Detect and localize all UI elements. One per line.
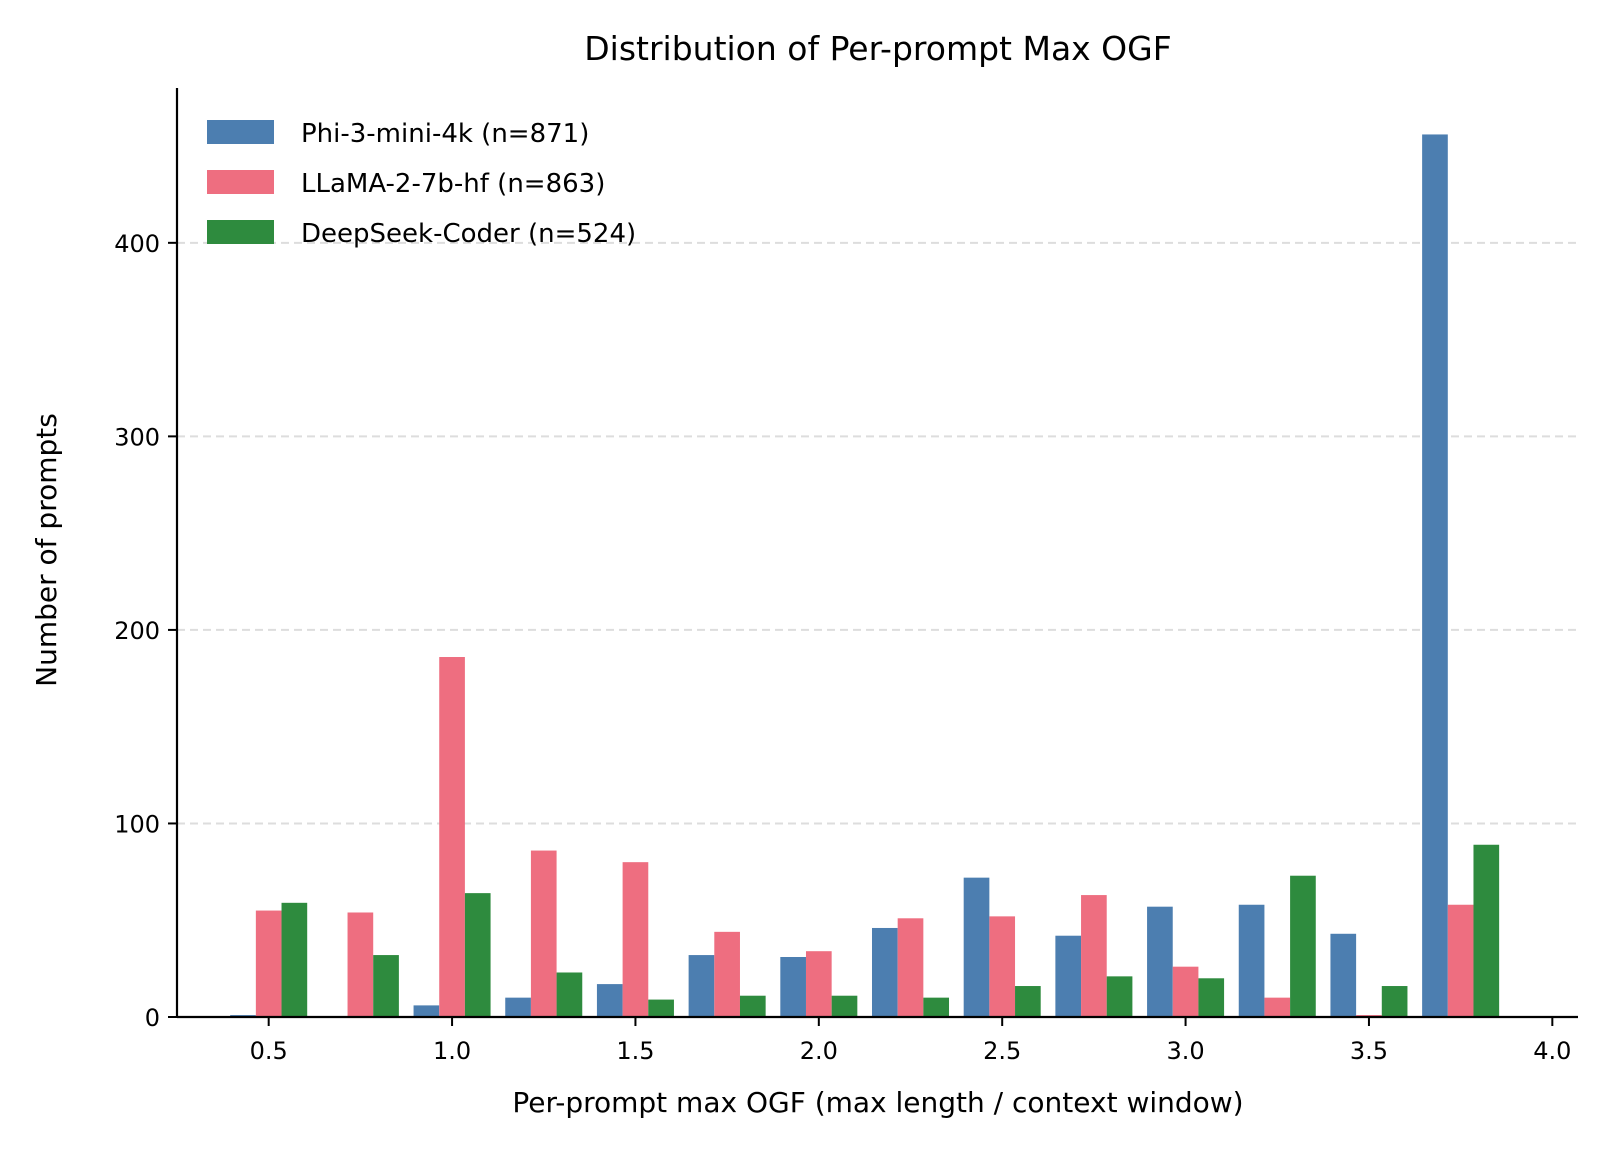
bar-series-3-bin-11 (1198, 978, 1225, 1017)
bar-series-2-bin-10 (1081, 895, 1107, 1017)
bar-series-3-bin-7 (831, 995, 858, 1017)
bar-series-3-bin-5 (648, 999, 674, 1017)
y-tick-label-200: 200 (114, 617, 160, 645)
bar-series-3-bin-3 (464, 893, 491, 1017)
gridlines (177, 241, 1578, 825)
bar-series-3-bin-8 (923, 997, 950, 1017)
x-tick-label-2.5: 2.5 (983, 1037, 1021, 1065)
bar-series-1-bin-3 (413, 1005, 440, 1017)
legend: Phi-3-mini-4k (n=871) LLaMA-2-7b-hf (n=86… (207, 119, 636, 249)
bar-series-2-bin-3 (439, 657, 465, 1017)
x-tick-label-1.5: 1.5 (616, 1037, 654, 1065)
bar-series-3-bin-12 (1290, 875, 1316, 1017)
bar-series-1-bin-5 (596, 984, 623, 1017)
bar-series-2-bin-14 (1447, 904, 1474, 1017)
bar-series-2-bin-4 (530, 850, 557, 1017)
bar-series-3-bin-2 (373, 955, 399, 1017)
x-tick-label-0.5: 0.5 (250, 1037, 288, 1065)
bar-series-1-bin-10 (1055, 935, 1082, 1017)
x-tick-label-3.0: 3.0 (1166, 1037, 1204, 1065)
chart-title: Distribution of Per-prompt Max OGF (584, 29, 1171, 68)
bar-series-1-bin-4 (505, 997, 531, 1017)
legend-label-1: Phi-3-mini-4k (n=871) (301, 119, 589, 149)
y-tick-label-0: 0 (145, 1004, 160, 1032)
bar-series-2-bin-9 (989, 916, 1016, 1017)
bar-series-3-bin-10 (1106, 976, 1133, 1017)
x-tick-label-3.5: 3.5 (1350, 1037, 1388, 1065)
bar-series-2-bin-6 (714, 931, 740, 1017)
bar-series-3-bin-1 (281, 902, 308, 1017)
bar-series-1-bin-11 (1147, 906, 1173, 1017)
bar-series-3-bin-13 (1381, 986, 1408, 1017)
bar-series-2-bin-8 (897, 918, 924, 1017)
x-tick-label-2.0: 2.0 (800, 1037, 838, 1065)
bar-series-3-bin-4 (556, 972, 583, 1017)
bar-series-3-bin-14 (1473, 844, 1500, 1017)
y-tick-label-400: 400 (114, 230, 160, 258)
y-axis-title: Number of prompts (30, 413, 63, 687)
legend-swatch-1 (207, 120, 274, 144)
y-axis-ticks: 0 100 200 300 400 (114, 230, 177, 1032)
legend-swatch-2 (207, 170, 274, 194)
x-axis-ticks: 0.5 1.0 1.5 2.0 2.5 3.0 3.5 4.0 (250, 1017, 1571, 1065)
legend-label-3: DeepSeek-Coder (n=524) (301, 219, 636, 249)
x-axis-title: Per-prompt max OGF (max length / context… (512, 1086, 1243, 1119)
bar-series-1-bin-7 (780, 957, 806, 1017)
bar-series-1-bin-8 (871, 927, 898, 1017)
x-tick-label-4.0: 4.0 (1533, 1037, 1571, 1065)
bar-series-2-bin-2 (347, 912, 374, 1017)
bars (230, 134, 1500, 1017)
bar-series-2-bin-12 (1264, 997, 1291, 1017)
bar-series-1-bin-12 (1238, 904, 1265, 1017)
y-tick-label-100: 100 (114, 810, 160, 838)
bar-series-2-bin-1 (255, 910, 282, 1017)
bar-series-3-bin-9 (1015, 986, 1041, 1017)
bar-series-1-bin-6 (688, 955, 715, 1017)
bar-series-1-bin-14 (1422, 134, 1448, 1017)
bar-series-2-bin-11 (1172, 966, 1199, 1017)
bar-series-2-bin-5 (622, 862, 649, 1017)
legend-label-2: LLaMA-2-7b-hf (n=863) (301, 169, 605, 199)
bar-series-3-bin-6 (739, 995, 766, 1017)
x-tick-label-1.0: 1.0 (433, 1037, 471, 1065)
y-tick-label-300: 300 (114, 423, 160, 451)
legend-swatch-3 (207, 220, 274, 244)
bar-series-1-bin-9 (963, 877, 990, 1017)
bar-series-1-bin-13 (1330, 933, 1357, 1017)
bar-series-2-bin-7 (805, 951, 832, 1017)
